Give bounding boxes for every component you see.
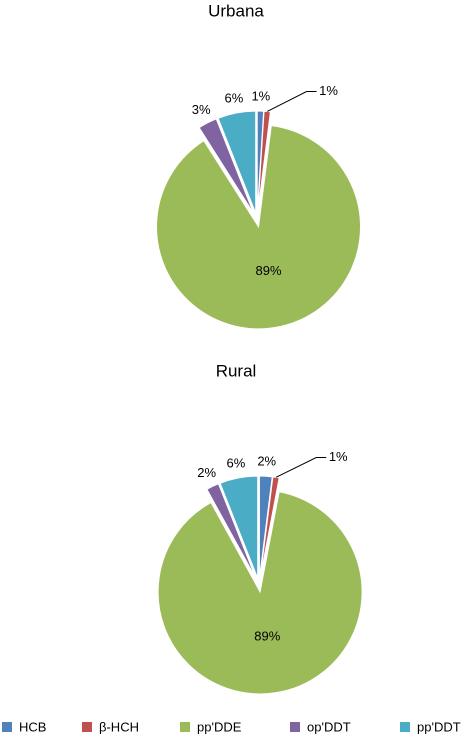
legend-label: β-HCH xyxy=(99,719,139,734)
pie-slice xyxy=(219,475,259,579)
data-label: 1% xyxy=(319,83,338,98)
legend-swatch xyxy=(290,722,300,732)
pie-slice xyxy=(157,491,363,695)
legend-label: pp'DDE xyxy=(197,719,242,734)
data-label: 1% xyxy=(251,88,270,103)
legend-label: pp'DDT xyxy=(417,719,461,734)
data-label: 6% xyxy=(227,456,246,471)
leader-line xyxy=(275,457,327,478)
legend-label: HCB xyxy=(19,719,46,734)
leader-line xyxy=(267,91,317,112)
data-label: 89% xyxy=(256,263,282,278)
data-label: 2% xyxy=(197,465,216,480)
pie-slice xyxy=(217,110,257,214)
pie-slice xyxy=(258,475,273,579)
chart-title: Rural xyxy=(216,361,257,380)
chart-title: Urbana xyxy=(208,1,264,20)
data-label: 3% xyxy=(192,102,211,117)
legend-swatch xyxy=(2,722,12,732)
pie-slice xyxy=(156,125,361,330)
legend-swatch xyxy=(400,722,410,732)
legend-swatch xyxy=(180,722,190,732)
data-label: 89% xyxy=(254,629,280,644)
legend-label: op'DDT xyxy=(307,719,351,734)
data-label: 6% xyxy=(225,91,244,106)
data-label: 2% xyxy=(257,454,276,469)
pie-slice xyxy=(206,483,257,579)
legend-swatch xyxy=(82,722,92,732)
pie-slice xyxy=(198,118,255,215)
data-label: 1% xyxy=(329,449,348,464)
